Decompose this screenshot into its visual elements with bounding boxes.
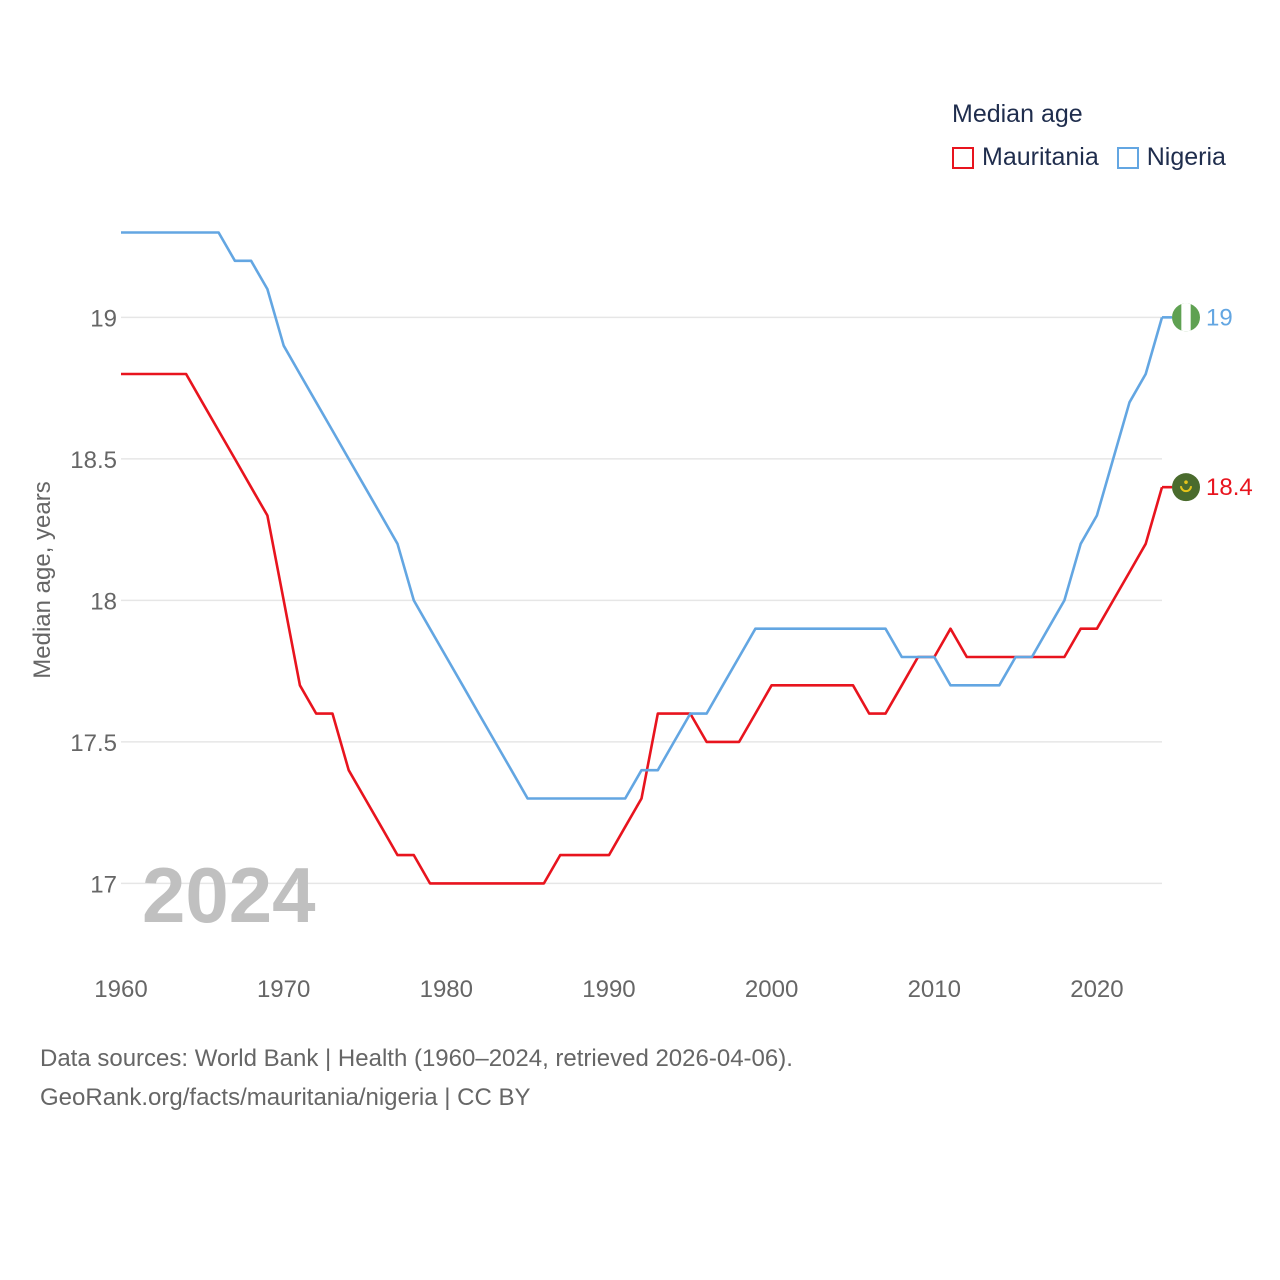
- legend-label-nigeria: Nigeria: [1146, 143, 1226, 171]
- legend-item-nigeria[interactable]: Nigeria: [1116, 143, 1226, 172]
- y-tick-label: 18: [90, 588, 117, 615]
- x-tick-label: 1990: [582, 976, 635, 1003]
- year-annotation: 2024: [142, 851, 316, 939]
- series-line-mauritania: [121, 372, 1164, 885]
- x-tick-label: 2000: [745, 976, 798, 1003]
- legend-item-mauritania[interactable]: Mauritania: [952, 143, 1099, 172]
- end-label-mauritania: 18.4: [1206, 474, 1253, 501]
- legend-swatch-mauritania: [952, 146, 974, 169]
- end-label-nigeria: 19: [1206, 304, 1233, 331]
- y-tick-label: 19: [90, 305, 117, 332]
- x-tick-label: 1960: [94, 976, 147, 1003]
- x-tick-label: 2020: [1070, 976, 1123, 1003]
- x-tick-label: 2010: [908, 976, 961, 1003]
- legend-swatch-nigeria: [1116, 146, 1139, 169]
- legend-label-mauritania: Mauritania: [982, 143, 1099, 171]
- x-tick-label: 1970: [257, 976, 310, 1003]
- flag-crescent: [1180, 486, 1192, 493]
- footer-sources: Data sources: World Bank | Health (1960–…: [40, 1045, 793, 1072]
- legend: Mauritania Nigeria: [952, 143, 1244, 172]
- flag-star: [1184, 480, 1188, 484]
- series-line-nigeria: [121, 231, 1164, 800]
- y-axis-label: Median age, years: [29, 481, 56, 678]
- x-tick-label: 1980: [420, 976, 473, 1003]
- footer-link[interactable]: GeoRank.org/facts/mauritania/nigeria | C…: [40, 1084, 531, 1111]
- flag-stripe: [1181, 303, 1191, 332]
- y-tick-label: 17: [90, 871, 117, 898]
- legend-title: Median age: [952, 100, 1083, 128]
- y-tick-label: 17.5: [70, 730, 117, 757]
- y-tick-label: 18.5: [70, 447, 117, 474]
- mauritania-flag-icon: [1172, 473, 1200, 502]
